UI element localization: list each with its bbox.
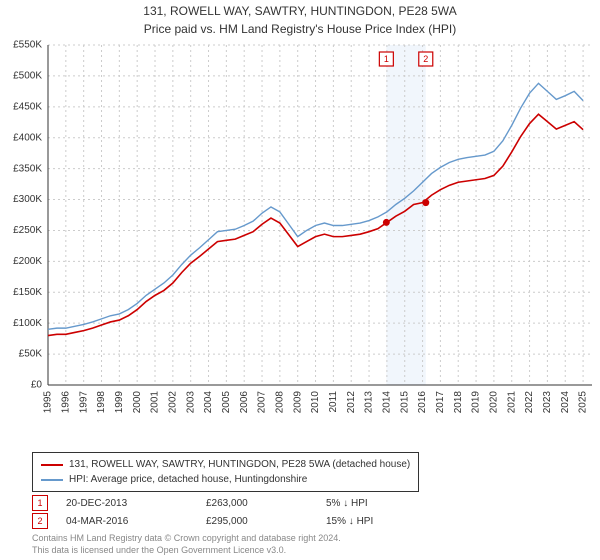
x-tick-label: 2015 — [399, 391, 410, 414]
x-tick-label: 2021 — [506, 391, 517, 414]
y-tick-label: £50K — [19, 349, 43, 360]
x-tick-label: 2013 — [364, 391, 375, 414]
y-tick-label: £150K — [13, 287, 42, 298]
x-tick-label: 2020 — [489, 391, 500, 414]
y-tick-label: £300K — [13, 194, 42, 205]
sale-marker-index: 1 — [384, 54, 389, 64]
y-tick-label: £100K — [13, 318, 42, 329]
line-chart: £0 £50K £100K £150K £200K £250K £300K £350K £400… — [0, 40, 600, 420]
sale-row: 2 04-MAR-2016£295,00015% ↓ HPI — [32, 512, 426, 530]
x-tick-label: 1997 — [78, 391, 89, 414]
sale-index-badge: 1 — [32, 495, 48, 511]
y-tick-label: £250K — [13, 225, 42, 236]
sales-table: 1 20-DEC-2013£263,0005% ↓ HPI 2 04-MAR-2016… — [32, 494, 426, 530]
x-tick-label: 2008 — [275, 391, 286, 414]
x-tick-label: 2003 — [185, 391, 196, 414]
sale-price: £295,000 — [206, 516, 326, 527]
x-tick-label: 2018 — [453, 391, 464, 414]
x-tick-label: 2007 — [257, 391, 268, 414]
sale-diff: 5% ↓ HPI — [326, 498, 426, 509]
legend-label: HPI: Average price, detached house, Hunt… — [69, 472, 307, 487]
legend: 131, ROWELL WAY, SAWTRY, HUNTINGDON, PE2… — [32, 452, 419, 492]
sale-period-band — [386, 45, 425, 385]
x-tick-label: 2024 — [560, 391, 571, 414]
x-tick-label: 2001 — [150, 391, 161, 414]
y-tick-label: £200K — [13, 256, 42, 267]
legend-swatch — [41, 464, 63, 466]
x-tick-label: 2002 — [167, 391, 178, 414]
x-tick-label: 1995 — [43, 391, 54, 414]
sale-marker-dot — [422, 199, 429, 206]
y-tick-label: £450K — [13, 101, 42, 112]
x-tick-label: 2010 — [310, 391, 321, 414]
x-tick-label: 2009 — [292, 391, 303, 414]
sale-price: £263,000 — [206, 498, 326, 509]
legend-item: 131, ROWELL WAY, SAWTRY, HUNTINGDON, PE2… — [41, 457, 410, 472]
x-tick-label: 2014 — [382, 391, 393, 414]
y-tick-label: £350K — [13, 163, 42, 174]
x-tick-label: 2019 — [471, 391, 482, 414]
x-tick-label: 2005 — [221, 391, 232, 414]
x-tick-label: 2016 — [417, 391, 428, 414]
chart-container: 131, ROWELL WAY, SAWTRY, HUNTINGDON, PE2… — [0, 0, 600, 560]
sale-date: 04-MAR-2016 — [66, 516, 206, 527]
sale-marker-index: 2 — [423, 54, 428, 64]
chart-subtitle: Price paid vs. HM Land Registry's House … — [0, 22, 600, 36]
y-tick-label: £500K — [13, 71, 42, 82]
sale-row: 1 20-DEC-2013£263,0005% ↓ HPI — [32, 494, 426, 512]
footer-line-2: This data is licensed under the Open Gov… — [32, 544, 341, 556]
legend-swatch — [41, 479, 63, 481]
y-tick-label: £550K — [13, 40, 42, 51]
x-tick-label: 1999 — [114, 391, 125, 414]
chart-title: 131, ROWELL WAY, SAWTRY, HUNTINGDON, PE2… — [0, 4, 600, 18]
sale-date: 20-DEC-2013 — [66, 498, 206, 509]
x-tick-label: 2023 — [542, 391, 553, 414]
x-tick-label: 2022 — [524, 391, 535, 414]
x-tick-label: 2017 — [435, 391, 446, 414]
footer-line-1: Contains HM Land Registry data © Crown c… — [32, 532, 341, 544]
x-tick-label: 1996 — [60, 391, 71, 414]
x-tick-label: 1998 — [96, 391, 107, 414]
sale-index-badge: 2 — [32, 513, 48, 529]
y-tick-label: £400K — [13, 132, 42, 143]
legend-label: 131, ROWELL WAY, SAWTRY, HUNTINGDON, PE2… — [69, 457, 410, 472]
x-tick-label: 2012 — [346, 391, 357, 414]
x-tick-label: 2011 — [328, 391, 339, 413]
sale-diff: 15% ↓ HPI — [326, 516, 426, 527]
x-tick-label: 2004 — [203, 391, 214, 414]
x-tick-label: 2006 — [239, 391, 250, 414]
x-tick-label: 2000 — [132, 391, 143, 414]
x-tick-label: 2025 — [578, 391, 589, 414]
legend-item: HPI: Average price, detached house, Hunt… — [41, 472, 410, 487]
footer-attribution: Contains HM Land Registry data © Crown c… — [32, 532, 341, 556]
y-tick-label: £0 — [31, 380, 43, 391]
sale-marker-dot — [383, 219, 390, 226]
